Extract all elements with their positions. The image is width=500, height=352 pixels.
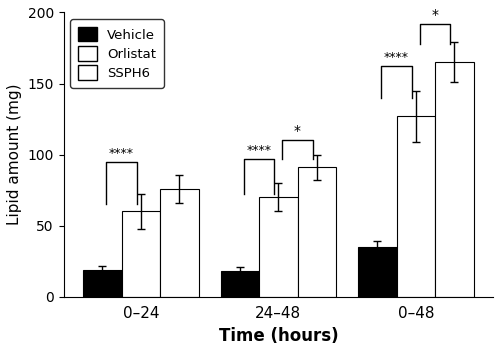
Bar bbox=[259, 197, 298, 297]
Text: ****: **** bbox=[246, 144, 272, 157]
Text: ****: **** bbox=[384, 51, 409, 64]
Bar bbox=[122, 212, 160, 297]
Text: ****: **** bbox=[109, 146, 134, 159]
Y-axis label: Lipid amount (mg): Lipid amount (mg) bbox=[7, 84, 22, 225]
Bar bbox=[220, 271, 259, 297]
Bar bbox=[83, 270, 122, 297]
Text: *: * bbox=[432, 8, 438, 22]
Bar bbox=[160, 189, 198, 297]
Bar bbox=[298, 168, 336, 297]
Text: *: * bbox=[294, 124, 301, 138]
Bar bbox=[358, 247, 397, 297]
Legend: Vehicle, Orlistat, SSPH6: Vehicle, Orlistat, SSPH6 bbox=[70, 19, 164, 88]
Bar bbox=[435, 62, 474, 297]
X-axis label: Time (hours): Time (hours) bbox=[218, 327, 338, 345]
Bar bbox=[396, 116, 435, 297]
